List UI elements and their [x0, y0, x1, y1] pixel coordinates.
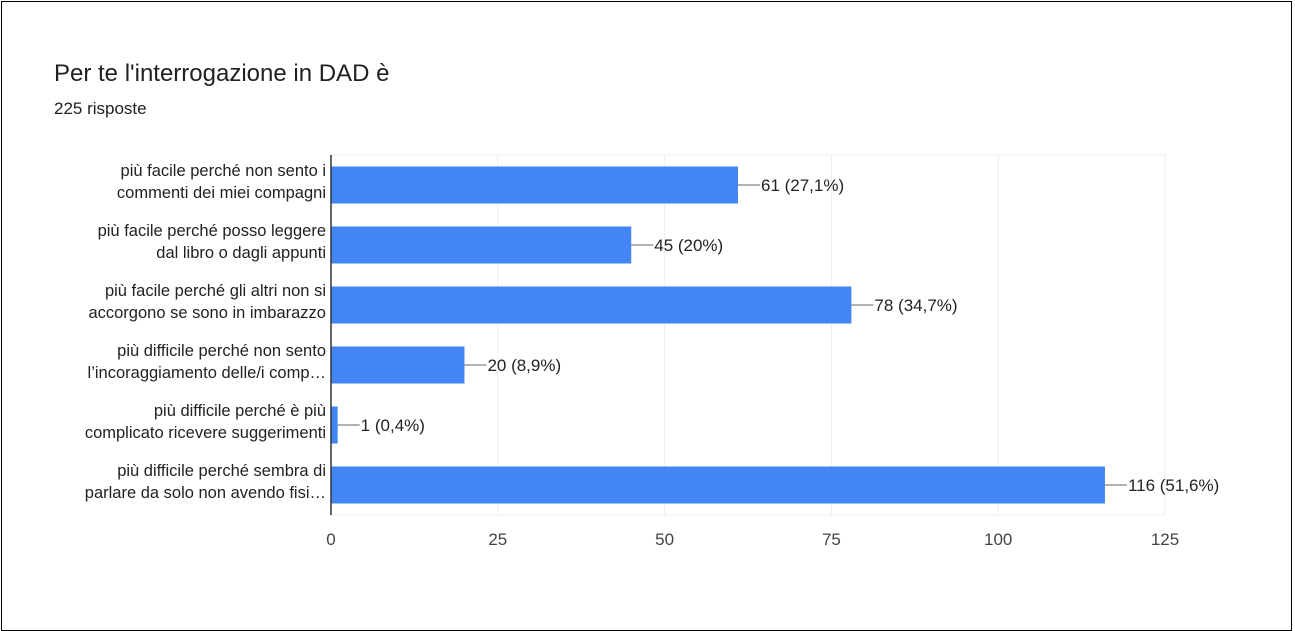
- category-label: più facile perché non sento i: [121, 162, 326, 180]
- value-label: 45 (20%): [654, 236, 723, 255]
- value-label: 20 (8,9%): [487, 356, 561, 375]
- category-label: commenti dei miei compagni: [117, 184, 326, 202]
- x-tick-label: 125: [1151, 530, 1179, 549]
- category-label: più difficile perché è più: [154, 402, 326, 420]
- response-count: 225 risposte: [54, 99, 147, 118]
- x-tick-label: 100: [984, 530, 1012, 549]
- x-tick-label: 0: [326, 530, 335, 549]
- value-label: 116 (51,6%): [1128, 476, 1219, 495]
- category-label: complicato ricevere suggerimenti: [85, 424, 326, 442]
- category-label: parlare da solo non avendo fisi…: [85, 484, 326, 502]
- category-label: l’incoraggiamento delle/i comp…: [88, 364, 326, 382]
- bar: [331, 346, 465, 384]
- x-tick-label: 75: [822, 530, 841, 549]
- chart-title: Per te l'interrogazione in DAD è: [54, 60, 390, 87]
- category-label: più facile perché posso leggere: [98, 222, 326, 240]
- category-label: più facile perché gli altri non si: [105, 282, 326, 300]
- category-label: più difficile perché sembra di: [117, 462, 326, 480]
- value-label: 1 (0,4%): [361, 416, 425, 435]
- category-label: dal libro o dagli appunti: [156, 244, 326, 262]
- bar: [331, 406, 338, 444]
- bar: [331, 286, 852, 324]
- value-label: 61 (27,1%): [761, 176, 844, 195]
- bar: [331, 466, 1105, 504]
- plot-frame: [330, 154, 1166, 516]
- value-label: 78 (34,7%): [874, 296, 957, 315]
- x-tick-label: 50: [655, 530, 674, 549]
- category-label: più difficile perché non sento: [117, 342, 326, 360]
- bar: [331, 166, 738, 204]
- x-tick-label: 25: [488, 530, 507, 549]
- bar-chart: 0 25 50 75 100 125 61 (27,1%) più facile perché…: [85, 154, 1219, 549]
- bar: [331, 226, 632, 264]
- category-label: accorgono se sono in imbarazzo: [88, 304, 326, 322]
